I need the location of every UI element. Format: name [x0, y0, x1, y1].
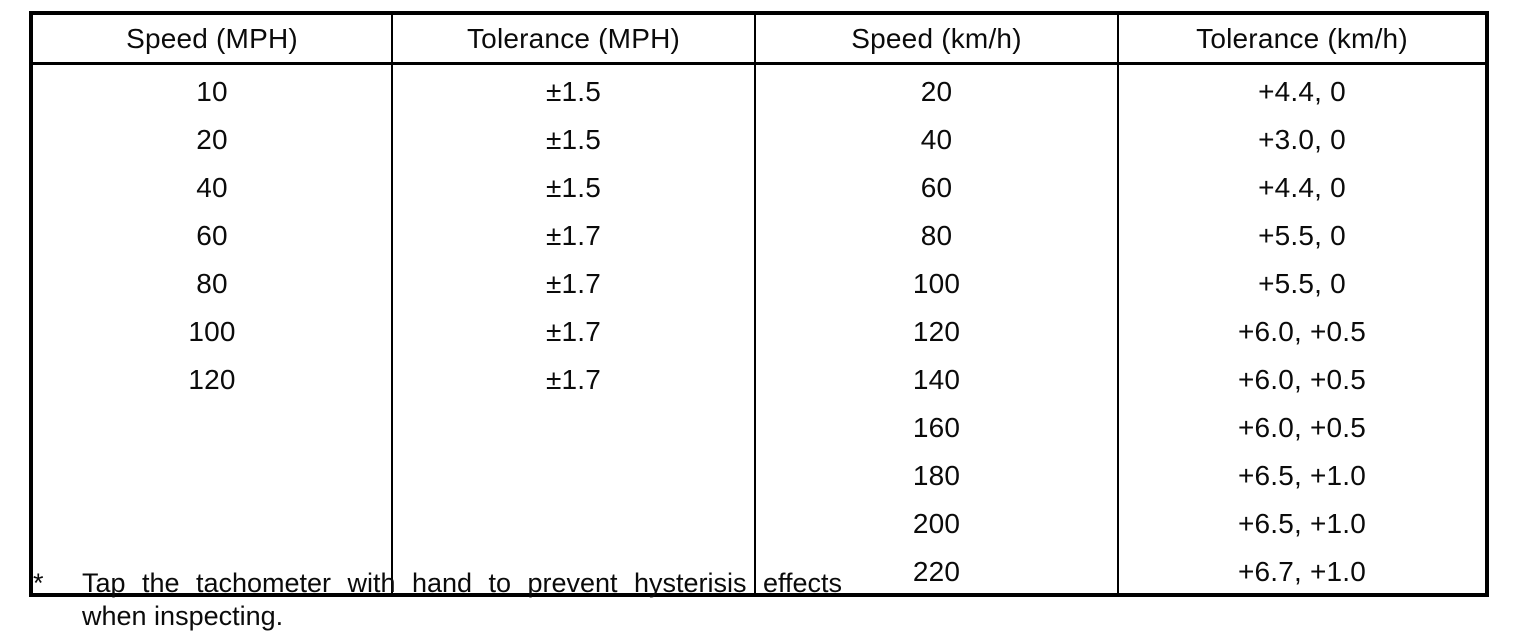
table-row: 100 ±1.7 120 +6.0, +0.5 — [31, 305, 1487, 353]
table-cell: 160 — [754, 401, 1118, 449]
table-row: 180 +6.5, +1.0 — [31, 449, 1487, 497]
col-header-speed-kmh: Speed (km/h) — [754, 13, 1118, 65]
table-cell: 80 — [754, 209, 1118, 257]
table-cell: 120 — [188, 364, 236, 395]
table-cell: 180 — [754, 449, 1118, 497]
speedometer-tolerance-table: Speed (MPH) Tolerance (MPH) Speed (km/h)… — [29, 11, 1489, 597]
table-cell: 120 — [754, 305, 1118, 353]
table-cell: 220 — [754, 545, 1118, 595]
table-row: 60 ±1.7 80 +5.5, 0 — [31, 209, 1487, 257]
table-cell: ±1.7 — [391, 305, 755, 353]
col-header-tolerance-kmh: Tolerance (km/h) — [1117, 13, 1487, 65]
table-cell: 20 — [196, 124, 228, 155]
table-cell: 10 — [196, 76, 228, 107]
table-cell — [391, 401, 755, 449]
table-cell: +4.4, 0 — [1117, 161, 1487, 209]
table-cell: +6.0, +0.5 — [1117, 353, 1487, 401]
table-cell — [391, 449, 755, 497]
table-row: 120 ±1.7 140 +6.0, +0.5 — [31, 353, 1487, 401]
table-cell: 140 — [754, 353, 1118, 401]
footnote-asterisk: * — [33, 568, 44, 598]
table-cell: +6.5, +1.0 — [1117, 449, 1487, 497]
table-cell: ±1.5 — [391, 63, 755, 113]
table-cell — [31, 401, 392, 449]
table-cell: ±1.7 — [391, 257, 755, 305]
table-header: Speed (MPH) Tolerance (MPH) Speed (km/h)… — [31, 13, 1487, 65]
table-cell: 20 — [754, 63, 1118, 113]
table-cell: +3.0, 0 — [1117, 113, 1487, 161]
table-cell: 100 — [188, 316, 236, 347]
table-cell: +6.0, +0.5 — [1117, 401, 1487, 449]
table-row: 200 +6.5, +1.0 — [31, 497, 1487, 545]
table-cell — [391, 497, 755, 545]
table-row: 10 ±1.5 20 +4.4, 0 — [31, 63, 1487, 113]
footnote: * Tap the tachometer with hand to preven… — [33, 567, 842, 633]
table-cell: 60 — [754, 161, 1118, 209]
table-row: 40 ±1.5 60 +4.4, 0 — [31, 161, 1487, 209]
table-cell — [31, 449, 392, 497]
table-cell: ±1.5 — [391, 161, 755, 209]
table-cell: ±1.7 — [391, 209, 755, 257]
table-cell: 100 — [754, 257, 1118, 305]
table-row: 80 ±1.7 100 +5.5, 0 — [31, 257, 1487, 305]
table-row: 220 +6.7, +1.0 — [31, 545, 1487, 595]
table-cell: 40 — [196, 172, 228, 203]
footnote-text: Tap the tachometer with hand to prevent … — [82, 567, 842, 633]
header-row: Speed (MPH) Tolerance (MPH) Speed (km/h)… — [31, 13, 1487, 65]
table-row: 20 ±1.5 40 +3.0, 0 — [31, 113, 1487, 161]
footnote-line-1: Tap the tachometer with hand to prevent … — [82, 568, 842, 598]
table-cell: +4.4, 0 — [1117, 63, 1487, 113]
table-cell: 40 — [754, 113, 1118, 161]
col-header-tolerance-mph: Tolerance (MPH) — [391, 13, 755, 65]
table-cell: +6.0, +0.5 — [1117, 305, 1487, 353]
table-cell: ±1.5 — [391, 113, 755, 161]
table-cell: 60 — [196, 220, 228, 251]
table-cell: ±1.7 — [391, 353, 755, 401]
table-body: 10 ±1.5 20 +4.4, 0 20 ±1.5 40 +3.0, 0 40 ±1.5 60 +4… — [31, 63, 1487, 595]
table-cell: +5.5, 0 — [1117, 257, 1487, 305]
table-cell: 200 — [754, 497, 1118, 545]
table-cell: 80 — [196, 268, 228, 299]
table-cell: +6.7, +1.0 — [1117, 545, 1487, 595]
table-cell — [391, 545, 755, 595]
col-header-speed-mph: Speed (MPH) — [31, 13, 392, 65]
table-cell — [31, 497, 392, 545]
footnote-line-2: when inspecting. — [82, 601, 284, 631]
table-row: 160 +6.0, +0.5 — [31, 401, 1487, 449]
table-cell: +5.5, 0 — [1117, 209, 1487, 257]
table-cell: +6.5, +1.0 — [1117, 497, 1487, 545]
